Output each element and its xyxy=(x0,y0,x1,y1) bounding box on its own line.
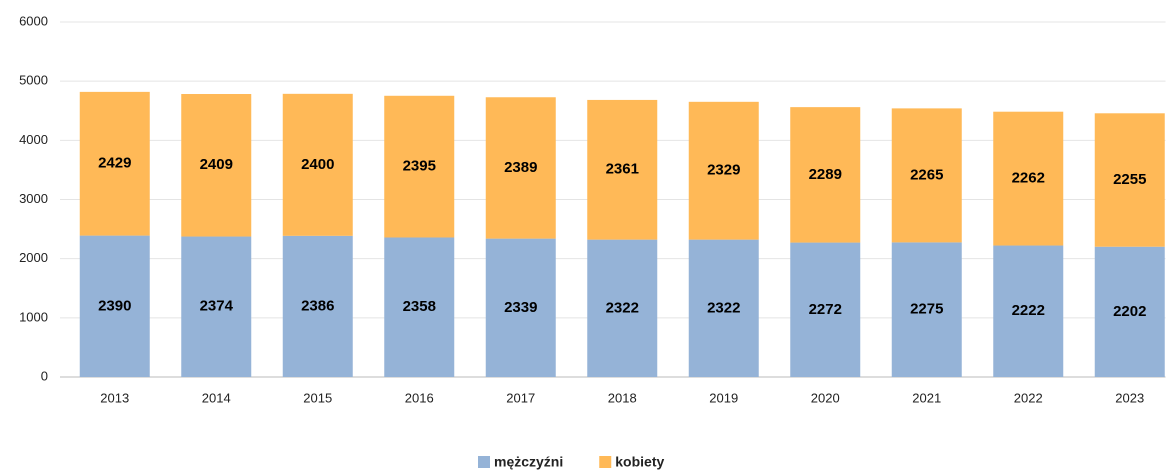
y-tick-label: 1000 xyxy=(19,309,48,324)
x-tick-label: 2014 xyxy=(202,390,231,405)
y-tick-label: 3000 xyxy=(19,191,48,206)
y-tick-label: 6000 xyxy=(19,13,48,28)
bar-segment xyxy=(688,101,759,240)
legend-swatch xyxy=(599,456,612,468)
bar-segment xyxy=(688,239,759,377)
value-label: 2289 xyxy=(809,166,842,183)
value-label: 2358 xyxy=(403,298,436,315)
legend-label: mężczyźni xyxy=(494,454,563,470)
bar-segment xyxy=(384,237,455,377)
bar-segment xyxy=(282,235,353,377)
value-label: 2386 xyxy=(301,297,334,314)
bar-segment xyxy=(790,107,861,243)
value-label: 2262 xyxy=(1012,170,1045,187)
value-label: 2361 xyxy=(606,161,639,178)
legend-label: kobiety xyxy=(615,454,664,470)
value-label: 2374 xyxy=(200,298,234,315)
x-tick-label: 2020 xyxy=(811,390,840,405)
bar-segment xyxy=(1094,246,1165,377)
bar-segment xyxy=(790,242,861,377)
bar-segment xyxy=(282,93,353,236)
x-tick-label: 2022 xyxy=(1014,390,1043,405)
y-tick-label: 0 xyxy=(41,368,48,383)
bar-segment xyxy=(993,111,1064,246)
x-tick-label: 2016 xyxy=(405,390,434,405)
value-label: 2202 xyxy=(1113,303,1146,320)
bar-segment xyxy=(587,239,658,377)
value-label: 2222 xyxy=(1012,302,1045,319)
x-tick-label: 2019 xyxy=(709,390,738,405)
value-label: 2265 xyxy=(910,166,943,183)
bar-segment xyxy=(485,238,556,377)
x-tick-label: 2023 xyxy=(1115,390,1144,405)
bar-segment xyxy=(587,99,658,240)
legend-swatch xyxy=(478,456,490,468)
value-label: 2409 xyxy=(200,156,233,173)
value-label: 2255 xyxy=(1113,171,1146,188)
value-label: 2272 xyxy=(809,301,842,318)
bar-segment xyxy=(79,91,150,236)
bar-segment xyxy=(79,235,150,377)
value-label: 2389 xyxy=(504,159,537,176)
y-tick-label: 5000 xyxy=(19,73,48,88)
bar-segment xyxy=(181,94,252,237)
bar-segment xyxy=(181,236,252,377)
bar-segment xyxy=(891,242,962,377)
bar-segment xyxy=(384,95,455,238)
value-label: 2395 xyxy=(403,158,436,175)
value-label: 2400 xyxy=(301,156,334,173)
x-tick-label: 2021 xyxy=(912,390,941,405)
bar-segment xyxy=(993,245,1064,377)
bar-segment xyxy=(891,108,962,243)
value-label: 2339 xyxy=(504,299,537,316)
x-tick-label: 2018 xyxy=(608,390,637,405)
x-tick-label: 2015 xyxy=(303,390,332,405)
y-tick-label: 4000 xyxy=(19,132,48,147)
value-label: 2322 xyxy=(707,299,740,316)
value-label: 2429 xyxy=(98,155,131,172)
value-label: 2329 xyxy=(707,162,740,179)
bar-segment xyxy=(485,97,556,239)
y-tick-label: 2000 xyxy=(19,250,48,265)
value-label: 2322 xyxy=(606,299,639,316)
x-tick-label: 2013 xyxy=(100,390,129,405)
bar-segment xyxy=(1094,113,1165,247)
value-label: 2275 xyxy=(910,301,943,318)
value-label: 2390 xyxy=(98,297,131,314)
x-tick-label: 2017 xyxy=(506,390,535,405)
